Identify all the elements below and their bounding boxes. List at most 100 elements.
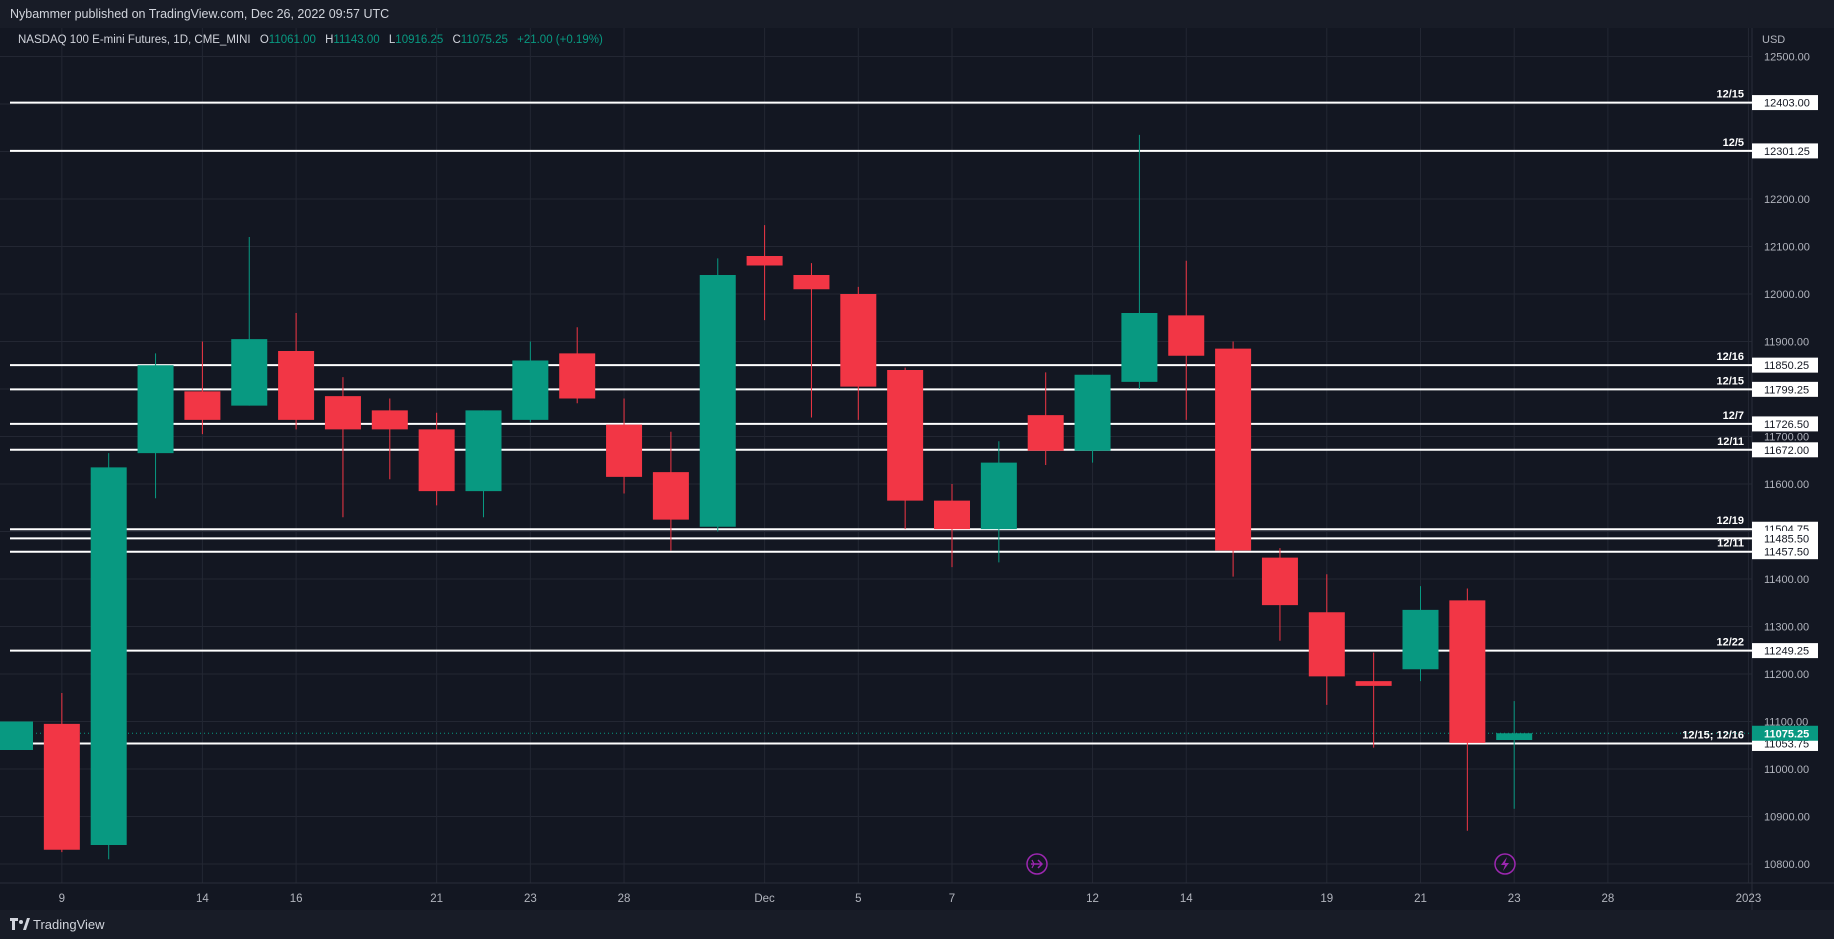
event-markers[interactable] <box>1026 853 1516 875</box>
candle <box>137 353 174 499</box>
candle <box>840 286 877 420</box>
candle-body <box>1168 315 1205 356</box>
x-tick-label: 28 <box>1602 893 1615 905</box>
y-tick-label: 12000.00 <box>1764 289 1810 301</box>
symbol-label: NASDAQ 100 E-mini Futures, 1D, CME_MINI <box>18 34 251 46</box>
earnings-event-icon[interactable] <box>1494 853 1516 875</box>
y-tick-label: 11900.00 <box>1764 337 1809 349</box>
candle-body <box>465 410 502 492</box>
level-label: 12/11 <box>1717 538 1744 550</box>
publisher-text: Nybammer published on TradingView.com, D… <box>10 7 390 21</box>
dividend-event-icon[interactable] <box>1026 853 1048 875</box>
close-value: 11075.25 <box>461 34 508 46</box>
candle-body <box>887 370 924 501</box>
candle-body <box>371 410 408 430</box>
candle-body <box>559 353 596 399</box>
last-price-tag-label: 11075.25 <box>1764 728 1809 740</box>
price-tag-background <box>1752 381 1818 397</box>
candle <box>371 398 408 480</box>
candle <box>1121 134 1158 389</box>
candle <box>512 341 549 423</box>
candle <box>1402 586 1439 682</box>
low-label: L <box>389 34 396 46</box>
price-tag-label: 11799.25 <box>1764 384 1809 396</box>
y-tick-label: 11400.00 <box>1764 574 1809 586</box>
candle <box>278 313 315 430</box>
candle <box>559 327 596 404</box>
candle-body <box>934 500 970 530</box>
close-label: C <box>452 34 460 46</box>
candle-body <box>840 294 877 387</box>
price-tag-label: 11726.50 <box>1764 419 1809 431</box>
legend: NASDAQ 100 E-mini Futures, 1D, CME_MINI … <box>18 34 603 46</box>
x-tick-label: 5 <box>855 893 861 905</box>
price-tag-background <box>1752 544 1818 560</box>
y-tick-label: 11300.00 <box>1764 622 1809 634</box>
currency-label: USD <box>1762 34 1785 46</box>
y-tick-label: 10900.00 <box>1764 812 1810 824</box>
x-tick-label: 7 <box>949 893 955 905</box>
candle <box>652 431 689 551</box>
candle-body <box>746 256 783 266</box>
candle <box>418 412 455 506</box>
high-value: 11143.00 <box>333 34 379 46</box>
x-tick-label: 19 <box>1320 893 1333 905</box>
price-tag-background <box>1752 95 1818 111</box>
candle-body <box>793 275 830 290</box>
level-label: 12/16 <box>1716 351 1744 363</box>
candle-body <box>43 723 80 850</box>
candles <box>0 134 1533 860</box>
level-label: 12/7 <box>1723 410 1744 422</box>
x-tick-label: 12 <box>1086 893 1099 905</box>
candle-body <box>1496 733 1533 741</box>
y-axis: 10800.00 10900.00 11000.00 11100.00 11200.00… <box>1752 52 1818 871</box>
level-label: 12/15 <box>1716 89 1744 101</box>
x-tick-label: 23 <box>1508 893 1521 905</box>
x-tick-label: 16 <box>290 893 303 905</box>
price-tag-label: 12301.25 <box>1764 146 1810 158</box>
y-tick-label: 12500.00 <box>1764 52 1810 64</box>
price-tag-background <box>1752 530 1818 546</box>
price-tag-label: 11053.75 <box>1764 738 1809 750</box>
last-price-tag-background <box>1752 725 1818 741</box>
level-label: 12/11 <box>1717 436 1744 448</box>
tradingview-brand: TradingView <box>33 917 105 932</box>
candle-body <box>1215 348 1252 551</box>
candle <box>1027 372 1064 465</box>
candle-body <box>137 365 174 454</box>
x-tick-label: 14 <box>196 893 209 905</box>
x-tick-label: 14 <box>1180 893 1193 905</box>
open-value: 11061.00 <box>269 34 316 46</box>
candle <box>1308 574 1345 705</box>
candle-body <box>278 351 315 420</box>
candle-body <box>1027 415 1064 451</box>
candle <box>887 367 924 530</box>
x-tick-label: 23 <box>524 893 537 905</box>
candle <box>90 453 127 860</box>
candle-body <box>1074 374 1111 451</box>
x-tick-label: 9 <box>59 893 65 905</box>
tradingview-logo-icon <box>10 918 30 930</box>
price-tag-label: 11850.25 <box>1764 360 1809 372</box>
candle <box>465 410 502 518</box>
candle <box>980 441 1017 563</box>
y-tick-label: 10800.00 <box>1764 859 1810 871</box>
candle-body <box>1261 557 1298 606</box>
candle <box>0 721 33 750</box>
price-tag-label: 11457.50 <box>1764 547 1809 559</box>
level-label: 12/15; 12/16 <box>1682 729 1744 741</box>
candle <box>1449 588 1486 831</box>
open-label: O <box>260 34 269 46</box>
candlestick-chart[interactable]: 12/15 12/5 12/16 12/15 12/7 12/11 12/19 12/11 12… <box>0 28 1834 910</box>
candle-body <box>699 275 736 527</box>
candle-body <box>980 462 1017 530</box>
y-tick-label: 11700.00 <box>1764 432 1809 444</box>
level-label: 12/5 <box>1723 137 1744 149</box>
price-tag-background <box>1752 442 1818 458</box>
candle <box>1355 652 1392 748</box>
price-tag-label: 11485.50 <box>1764 533 1809 545</box>
candle <box>1261 548 1298 641</box>
candle-body <box>184 391 221 420</box>
candle-body <box>324 396 361 430</box>
candle <box>1074 374 1111 463</box>
